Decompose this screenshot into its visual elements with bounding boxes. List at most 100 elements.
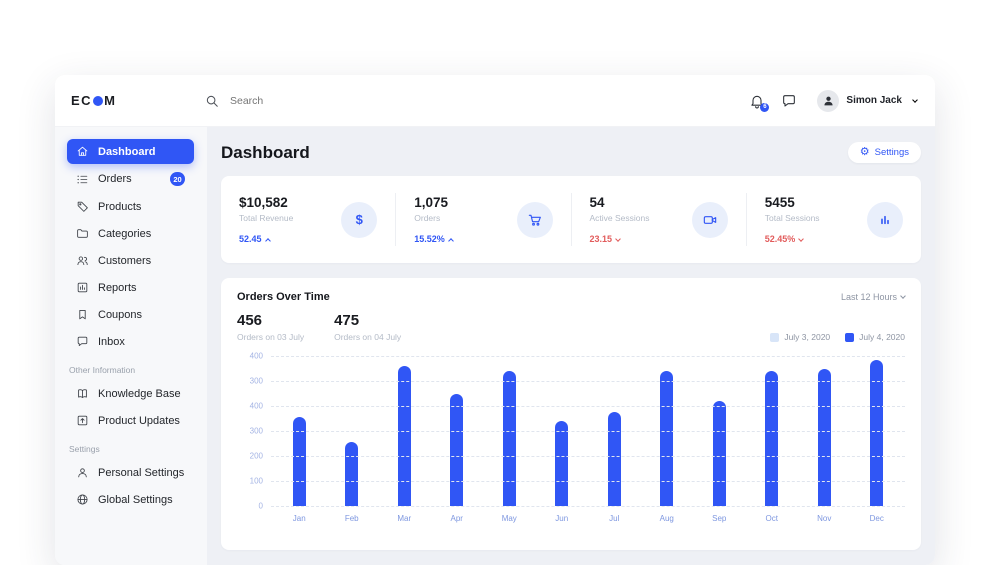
sidebar-item-products[interactable]: Products bbox=[67, 194, 194, 219]
header-actions: 6 Simon Jack bbox=[749, 89, 918, 112]
avatar bbox=[817, 89, 840, 112]
y-tick: 0 bbox=[258, 501, 263, 511]
sidebar-item-label: Reports bbox=[98, 281, 137, 294]
legend-july-3[interactable]: July 3, 2020 bbox=[770, 332, 830, 342]
sidebar-item-label: Customers bbox=[98, 254, 152, 267]
stat-total-sessions: 5455 Total Sessions 52.45% bbox=[745, 193, 921, 246]
orders-badge: 20 bbox=[170, 172, 185, 186]
trend-caret-icon bbox=[264, 237, 271, 244]
stat-total-revenue: $10,582 Total Revenue 52.45 $ bbox=[221, 193, 395, 246]
logo[interactable]: EC M bbox=[71, 93, 205, 108]
person-icon bbox=[824, 96, 833, 106]
settings-button[interactable]: ⚙ Settings bbox=[847, 142, 921, 163]
top-header: EC M 6 Simon Jack bbox=[55, 75, 935, 127]
logo-dot-icon bbox=[93, 95, 104, 106]
sidebar-item-personal-settings[interactable]: Personal Settings bbox=[67, 460, 194, 485]
range-selector[interactable]: Last 12 Hours bbox=[840, 292, 906, 302]
report-chart-icon bbox=[77, 282, 88, 293]
trend-caret-icon bbox=[798, 236, 805, 242]
range-selector-label: Last 12 Hours bbox=[840, 292, 897, 302]
y-tick: 400 bbox=[249, 351, 263, 361]
sidebar-item-dashboard[interactable]: Dashboard bbox=[67, 139, 194, 164]
sidebar-item-orders[interactable]: Orders 20 bbox=[67, 166, 194, 192]
bars bbox=[271, 356, 905, 506]
x-tick-oct: Oct bbox=[765, 514, 778, 523]
bar-dec bbox=[870, 359, 884, 506]
x-tick-feb: Feb bbox=[344, 514, 359, 523]
stat-label: Total Sessions bbox=[764, 213, 820, 223]
bar-sep bbox=[712, 401, 726, 506]
bar-jun bbox=[555, 421, 569, 506]
x-tick-aug: Aug bbox=[659, 514, 674, 523]
sidebar-item-label: Personal Settings bbox=[98, 466, 185, 479]
sidebar-item-label: Knowledge Base bbox=[98, 387, 181, 400]
legend-swatch bbox=[845, 332, 855, 342]
bar-feb bbox=[345, 442, 359, 506]
stat-label: Total Revenue bbox=[239, 213, 294, 223]
bar-oct bbox=[765, 371, 779, 506]
sidebar-item-label: Coupons bbox=[98, 308, 143, 321]
sidebar-item-product-updates[interactable]: Product Updates bbox=[67, 408, 194, 433]
sidebar-item-categories[interactable]: Categories bbox=[67, 221, 194, 246]
gear-icon: ⚙ bbox=[859, 146, 870, 158]
book-icon bbox=[78, 389, 87, 398]
chevron-down-icon bbox=[900, 293, 906, 299]
main-content: Dashboard ⚙ Settings $10,582 Total Reven… bbox=[207, 127, 935, 565]
trend-caret-icon bbox=[615, 236, 621, 242]
trend-caret-icon bbox=[447, 237, 454, 244]
search-icon bbox=[206, 95, 218, 107]
highlight-july-3: 456 Orders on 03 July bbox=[237, 312, 304, 342]
highlight-value: 456 bbox=[237, 312, 263, 329]
home-icon bbox=[77, 146, 88, 156]
notification-badge: 6 bbox=[760, 102, 770, 112]
bar-mar bbox=[397, 366, 411, 506]
users-icon bbox=[77, 256, 88, 265]
sidebar-item-label: Dashboard bbox=[98, 145, 156, 158]
cart-icon bbox=[516, 201, 553, 238]
x-tick-nov: Nov bbox=[817, 514, 832, 523]
notifications-button[interactable]: 6 bbox=[749, 93, 770, 112]
messages-button[interactable] bbox=[781, 93, 797, 109]
bar-nov bbox=[817, 368, 831, 506]
y-tick: 100 bbox=[249, 476, 263, 486]
highlight-label: Orders on 04 July bbox=[334, 332, 402, 342]
search-input[interactable] bbox=[228, 93, 428, 108]
video-camera-icon bbox=[691, 201, 728, 238]
stat-delta: 52.45% bbox=[765, 234, 820, 244]
sidebar-item-label: Inbox bbox=[98, 335, 125, 348]
y-tick: 300 bbox=[249, 376, 263, 386]
x-tick-jun: Jun bbox=[555, 514, 569, 523]
sidebar-item-label: Product Updates bbox=[98, 414, 180, 427]
stat-orders: 1,075 Orders 15.52% bbox=[395, 193, 570, 246]
sidebar-item-label: Global Settings bbox=[98, 493, 173, 506]
bar-chart: 400 300 400 300 200 100 0 Jan Feb Mar Apr May Jun Ju… bbox=[237, 352, 905, 523]
sidebar-item-reports[interactable]: Reports bbox=[67, 275, 194, 300]
x-tick-jan: Jan bbox=[292, 514, 306, 523]
highlight-july-4: 475 Orders on 04 July bbox=[334, 312, 401, 342]
bar-apr bbox=[450, 393, 464, 506]
highlight-value: 475 bbox=[334, 312, 360, 329]
sidebar-item-coupons[interactable]: Coupons bbox=[67, 302, 194, 327]
sidebar-item-inbox[interactable]: Inbox bbox=[67, 329, 194, 354]
folder-icon bbox=[77, 229, 88, 238]
bar-aug bbox=[660, 371, 674, 506]
stat-value: 54 bbox=[589, 195, 605, 210]
user-menu[interactable]: Simon Jack bbox=[817, 89, 918, 112]
bar-chart-icon bbox=[867, 201, 903, 238]
bookmark-icon bbox=[79, 310, 86, 320]
legend-july-4[interactable]: July 4, 2020 bbox=[845, 332, 905, 342]
chart-legend: July 3, 2020 July 4, 2020 bbox=[770, 332, 905, 342]
sidebar-item-knowledge-base[interactable]: Knowledge Base bbox=[67, 381, 194, 406]
person-outline-icon bbox=[78, 468, 87, 478]
logo-text-prefix: EC bbox=[71, 93, 93, 108]
stat-value: 1,075 bbox=[414, 195, 449, 210]
x-tick-jul: Jul bbox=[609, 514, 620, 523]
bar-jul bbox=[607, 412, 621, 506]
user-name: Simon Jack bbox=[846, 95, 902, 106]
sidebar-item-global-settings[interactable]: Global Settings bbox=[67, 487, 194, 512]
sidebar-item-customers[interactable]: Customers bbox=[67, 248, 194, 273]
x-tick-sep: Sep bbox=[712, 514, 727, 523]
stat-value: 5455 bbox=[764, 195, 795, 210]
stats-card: $10,582 Total Revenue 52.45 $ 1,075 Orde… bbox=[221, 176, 921, 263]
chat-bubble-icon bbox=[77, 336, 88, 346]
